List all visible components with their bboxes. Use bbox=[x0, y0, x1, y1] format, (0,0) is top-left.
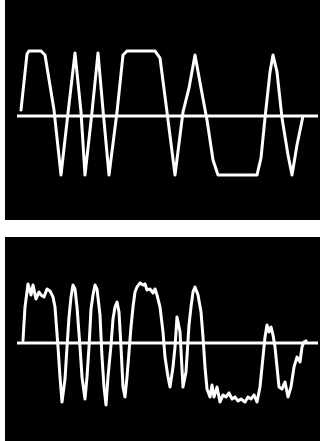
clean-signal-plot bbox=[17, 49, 318, 177]
noisy-signal-panel bbox=[5, 237, 320, 441]
clean-signal-panel bbox=[5, 0, 320, 220]
clean-waveform-trace bbox=[19, 49, 305, 177]
noisy-waveform-trace bbox=[21, 281, 308, 407]
noisy-signal-plot bbox=[17, 281, 318, 407]
